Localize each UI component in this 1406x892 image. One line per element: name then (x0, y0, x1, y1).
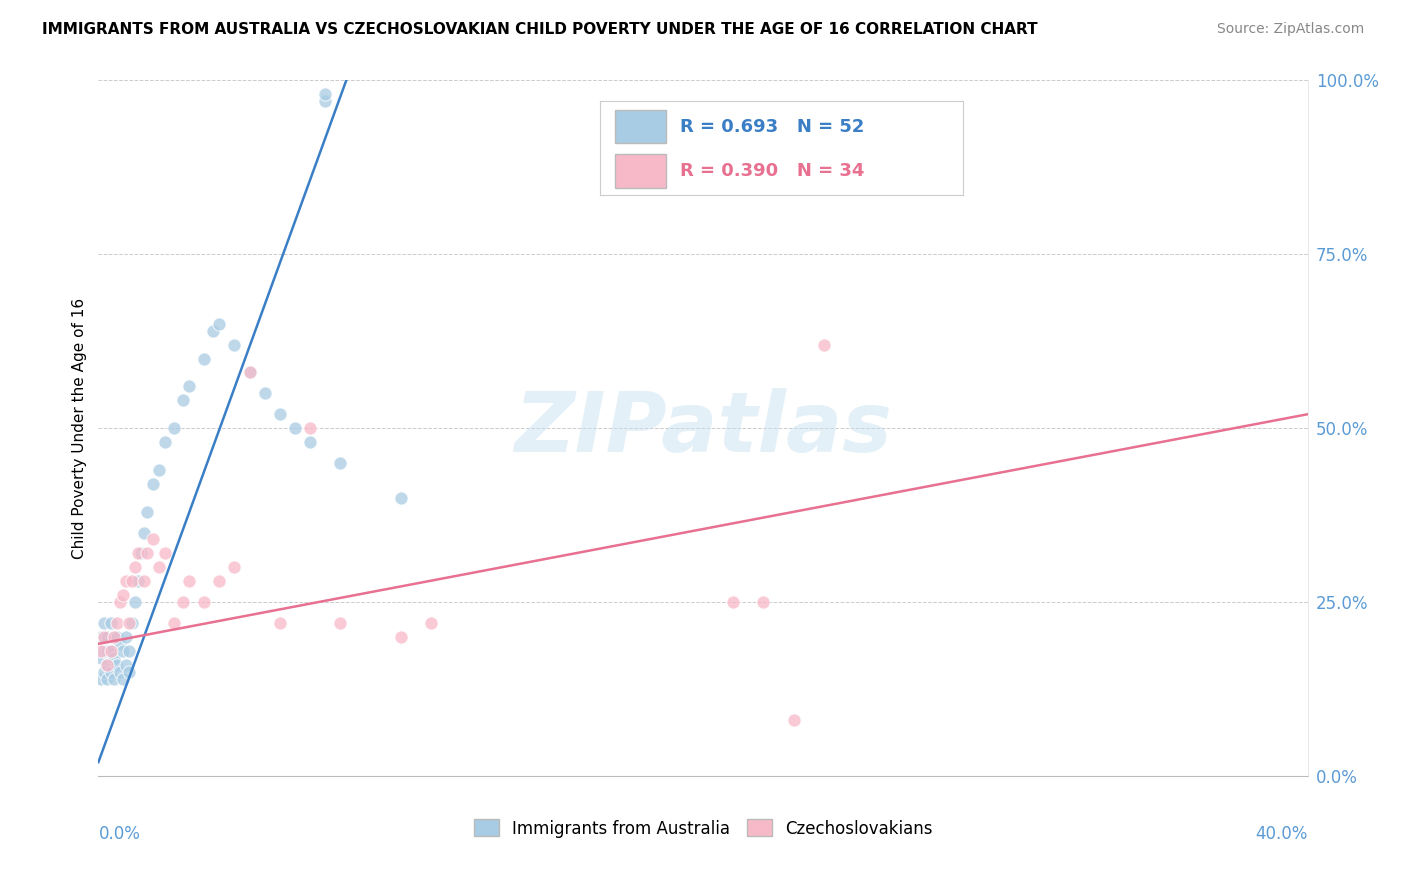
Point (127, 546, 149, 560)
Point (103, 630, 125, 644)
Point (163, 615, 186, 630)
Point (93, 665, 115, 679)
Point (314, 94, 336, 108)
Point (239, 366, 262, 380)
Text: Source: ZipAtlas.com: Source: ZipAtlas.com (1216, 22, 1364, 37)
Point (148, 463, 170, 477)
Point (108, 637, 131, 651)
Point (96, 630, 118, 644)
Point (105, 657, 128, 672)
Point (111, 588, 134, 602)
Point (224, 337, 246, 351)
Point (90, 630, 112, 644)
Point (135, 505, 157, 519)
Point (172, 595, 194, 609)
Point (100, 644, 122, 658)
Point (118, 665, 141, 679)
Point (96, 657, 118, 672)
Point (314, 87, 336, 102)
Point (121, 574, 143, 589)
Point (135, 546, 157, 560)
Text: ZIPatlas: ZIPatlas (515, 388, 891, 468)
Point (108, 665, 131, 679)
Point (153, 546, 176, 560)
Point (329, 615, 352, 630)
Text: IMMIGRANTS FROM AUSTRALIA VS CZECHOSLOVAKIAN CHILD POVERTY UNDER THE AGE OF 16 C: IMMIGRANTS FROM AUSTRALIA VS CZECHOSLOVA… (42, 22, 1038, 37)
Point (100, 665, 122, 679)
Point (193, 351, 215, 366)
Point (100, 644, 122, 658)
Point (90, 672, 112, 686)
Point (179, 379, 201, 393)
Legend: Immigrants from Australia, Czechoslovakians: Immigrants from Australia, Czechoslovaki… (467, 813, 939, 844)
Point (813, 337, 835, 351)
Point (389, 491, 412, 505)
Point (193, 595, 215, 609)
Point (202, 324, 225, 338)
Point (90, 644, 112, 658)
Point (224, 560, 246, 574)
Point (121, 615, 143, 630)
Text: 0.0%: 0.0% (98, 825, 141, 843)
Point (111, 644, 134, 658)
Point (96, 657, 118, 672)
Point (118, 644, 141, 658)
Point (93, 615, 115, 630)
Point (114, 574, 136, 589)
Point (96, 672, 118, 686)
Point (114, 630, 136, 644)
Point (172, 393, 194, 408)
Point (253, 386, 276, 401)
Point (124, 560, 146, 574)
Point (127, 574, 149, 589)
Text: 40.0%: 40.0% (1256, 825, 1308, 843)
Point (103, 630, 125, 644)
Point (284, 421, 307, 435)
Point (103, 672, 125, 686)
Point (299, 421, 322, 435)
Point (103, 650, 125, 665)
Point (269, 615, 291, 630)
Point (148, 560, 170, 574)
Point (100, 615, 122, 630)
Point (114, 657, 136, 672)
Point (389, 630, 412, 644)
Point (105, 630, 128, 644)
Point (420, 615, 443, 630)
Point (124, 595, 146, 609)
Point (208, 317, 231, 331)
Point (93, 630, 115, 644)
Point (132, 525, 155, 540)
Point (132, 574, 155, 589)
Point (153, 435, 176, 450)
Point (723, 595, 745, 609)
Point (90, 650, 112, 665)
Point (299, 435, 322, 450)
Point (108, 595, 131, 609)
Point (329, 456, 352, 470)
Point (208, 574, 231, 589)
Point (163, 421, 186, 435)
Point (179, 574, 201, 589)
Point (96, 644, 118, 658)
Point (129, 546, 152, 560)
Point (118, 615, 141, 630)
Point (783, 714, 806, 728)
Point (93, 630, 115, 644)
Y-axis label: Child Poverty Under the Age of 16: Child Poverty Under the Age of 16 (72, 298, 87, 558)
Point (269, 407, 291, 421)
Point (752, 595, 775, 609)
Point (142, 476, 165, 491)
Point (105, 615, 128, 630)
Point (111, 672, 134, 686)
Point (142, 533, 165, 547)
Point (239, 366, 262, 380)
Point (93, 644, 115, 658)
